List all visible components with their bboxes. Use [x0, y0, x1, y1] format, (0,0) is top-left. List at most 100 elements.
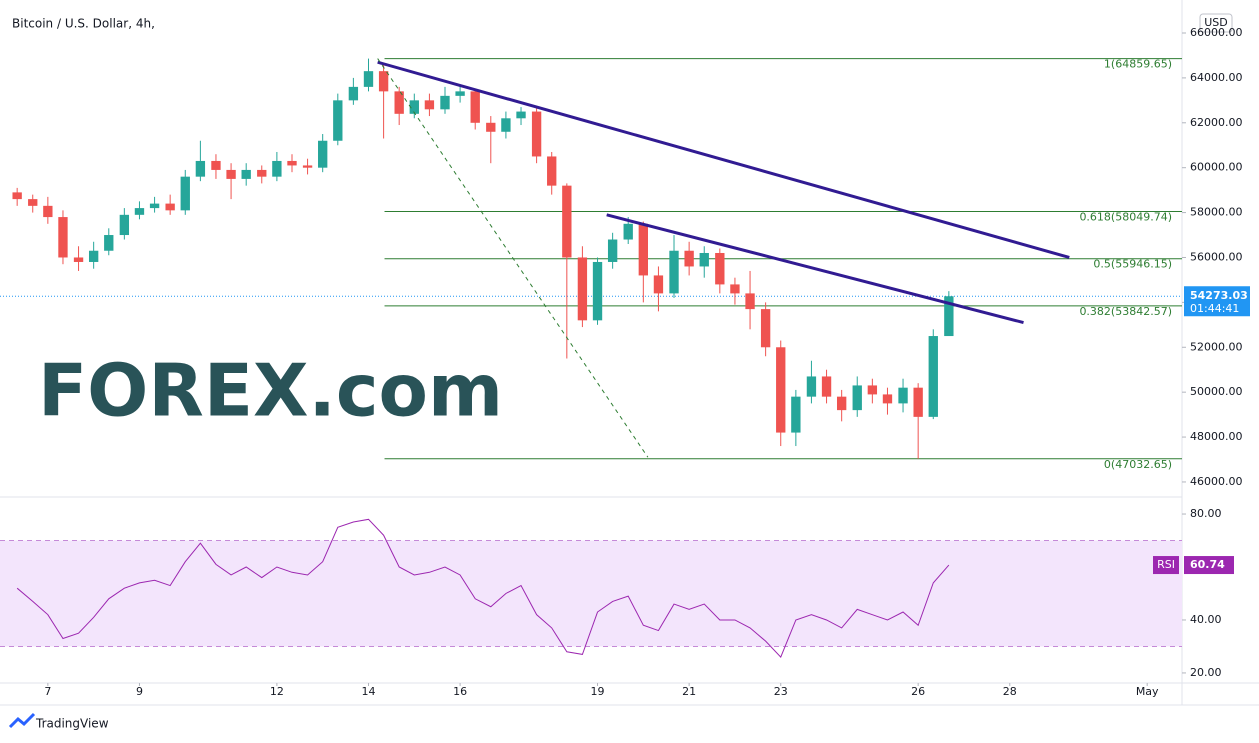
- y-tick-label: 40.00: [1190, 613, 1222, 626]
- x-tick-label: May: [1136, 685, 1159, 698]
- candle-body: [12, 192, 22, 200]
- candle-body: [607, 239, 618, 262]
- candle-body: [348, 86, 359, 101]
- candle-body: [516, 111, 526, 119]
- candle-body: [180, 176, 190, 211]
- candle-body: [882, 394, 893, 404]
- footer: TradingView: [35, 717, 109, 731]
- candle-body: [944, 296, 954, 337]
- candle-body: [272, 160, 282, 177]
- countdown: 01:44:41: [1190, 302, 1239, 315]
- candle-body: [806, 376, 817, 397]
- candle-body: [28, 199, 38, 206]
- candle-body: [226, 169, 236, 179]
- fib-label: 1(64859.65): [1104, 58, 1172, 71]
- y-tick-label: 80.00: [1190, 507, 1222, 520]
- candle-body: [867, 385, 878, 395]
- x-tick-label: 9: [136, 685, 143, 698]
- candle-body: [104, 235, 114, 251]
- y-tick-label: 60000.00: [1190, 161, 1243, 174]
- x-tick-label: 19: [591, 685, 605, 698]
- currency: USD: [1204, 16, 1228, 29]
- candle-body: [363, 71, 374, 87]
- rsi-name-box: [1153, 556, 1179, 575]
- x-tick-label: 26: [911, 685, 925, 698]
- candle-body: [592, 261, 603, 321]
- candle-body: [455, 91, 465, 96]
- y-tick-label: 46000.00: [1190, 475, 1243, 488]
- candle-body: [486, 122, 496, 132]
- candle-body: [501, 118, 511, 132]
- trendline: [377, 58, 649, 458]
- trendline: [377, 60, 1070, 259]
- trendline: [606, 213, 1024, 325]
- candle-body: [821, 376, 832, 397]
- candle-body: [302, 165, 313, 168]
- x-tick-label: 12: [270, 685, 284, 698]
- candle-body: [165, 203, 175, 211]
- candle-body: [913, 387, 923, 417]
- candle-body: [531, 111, 542, 157]
- y-tick-label: 64000.00: [1190, 71, 1243, 84]
- rsi-band: [0, 540, 1182, 647]
- candle-body: [195, 160, 206, 177]
- candle-body: [149, 203, 160, 209]
- candle-body: [241, 169, 251, 179]
- x-tick-label: 28: [1003, 685, 1017, 698]
- candle-body: [776, 347, 786, 433]
- y-tick-label: 66000.00: [1190, 26, 1243, 39]
- candle-body: [745, 293, 755, 310]
- x-tick-label: 21: [682, 685, 696, 698]
- candle-body: [760, 309, 771, 348]
- candle-body: [119, 214, 130, 236]
- candle-body: [394, 91, 404, 114]
- last-price-label: 54273.03: [1190, 289, 1248, 302]
- y-tick-label: 62000.00: [1190, 116, 1243, 129]
- candle-body: [699, 252, 709, 267]
- candle-body: [318, 140, 328, 168]
- candle-body: [547, 156, 557, 186]
- candle-body: [43, 205, 53, 218]
- y-tick-label: 58000.00: [1190, 206, 1243, 219]
- candle-body: [73, 257, 84, 262]
- candle-body: [378, 71, 389, 92]
- candle-body: [684, 250, 694, 267]
- candle-body: [440, 95, 450, 110]
- y-tick-label: 20.00: [1190, 666, 1222, 679]
- candle-body: [715, 252, 725, 285]
- candle-body: [562, 185, 572, 258]
- currency-box: [1199, 13, 1233, 33]
- fib-label: 0.5(55946.15): [1093, 258, 1172, 271]
- candle-body: [577, 257, 588, 321]
- candle-body: [211, 160, 221, 170]
- rsi-value-label: 60.74: [1190, 558, 1225, 571]
- x-tick-label: 7: [44, 685, 51, 698]
- y-tick-label: 52000.00: [1190, 340, 1243, 353]
- candle-body: [836, 396, 847, 411]
- candle-body: [852, 385, 862, 411]
- rsi-line: [16, 518, 950, 658]
- watermark: FOREX.com: [38, 349, 503, 433]
- chart-title: Bitcoin / U.S. Dollar, 4h,: [12, 17, 155, 31]
- rsi-value-box: [1184, 556, 1234, 575]
- candle-body: [88, 250, 99, 262]
- rsi-name: RSI: [1157, 558, 1175, 571]
- candle-body: [333, 100, 343, 141]
- candle-body: [424, 100, 435, 110]
- candle-body: [287, 160, 297, 166]
- tradingview-logo: [8, 712, 36, 729]
- x-tick-label: 14: [361, 685, 375, 698]
- fib-label: 0.618(58049.74): [1079, 210, 1172, 223]
- candle-body: [638, 223, 648, 276]
- fib-label: 0(47032.65): [1104, 458, 1172, 471]
- y-tick-label: 56000.00: [1190, 250, 1243, 263]
- x-tick-label: 16: [453, 685, 467, 698]
- fib-label: 0.382(53842.57): [1079, 305, 1172, 318]
- candle-body: [730, 284, 740, 294]
- candle-body: [257, 169, 267, 177]
- candle-body: [928, 336, 938, 417]
- candle-body: [134, 208, 145, 215]
- candle-body: [623, 223, 633, 240]
- y-tick-label: 48000.00: [1190, 430, 1243, 443]
